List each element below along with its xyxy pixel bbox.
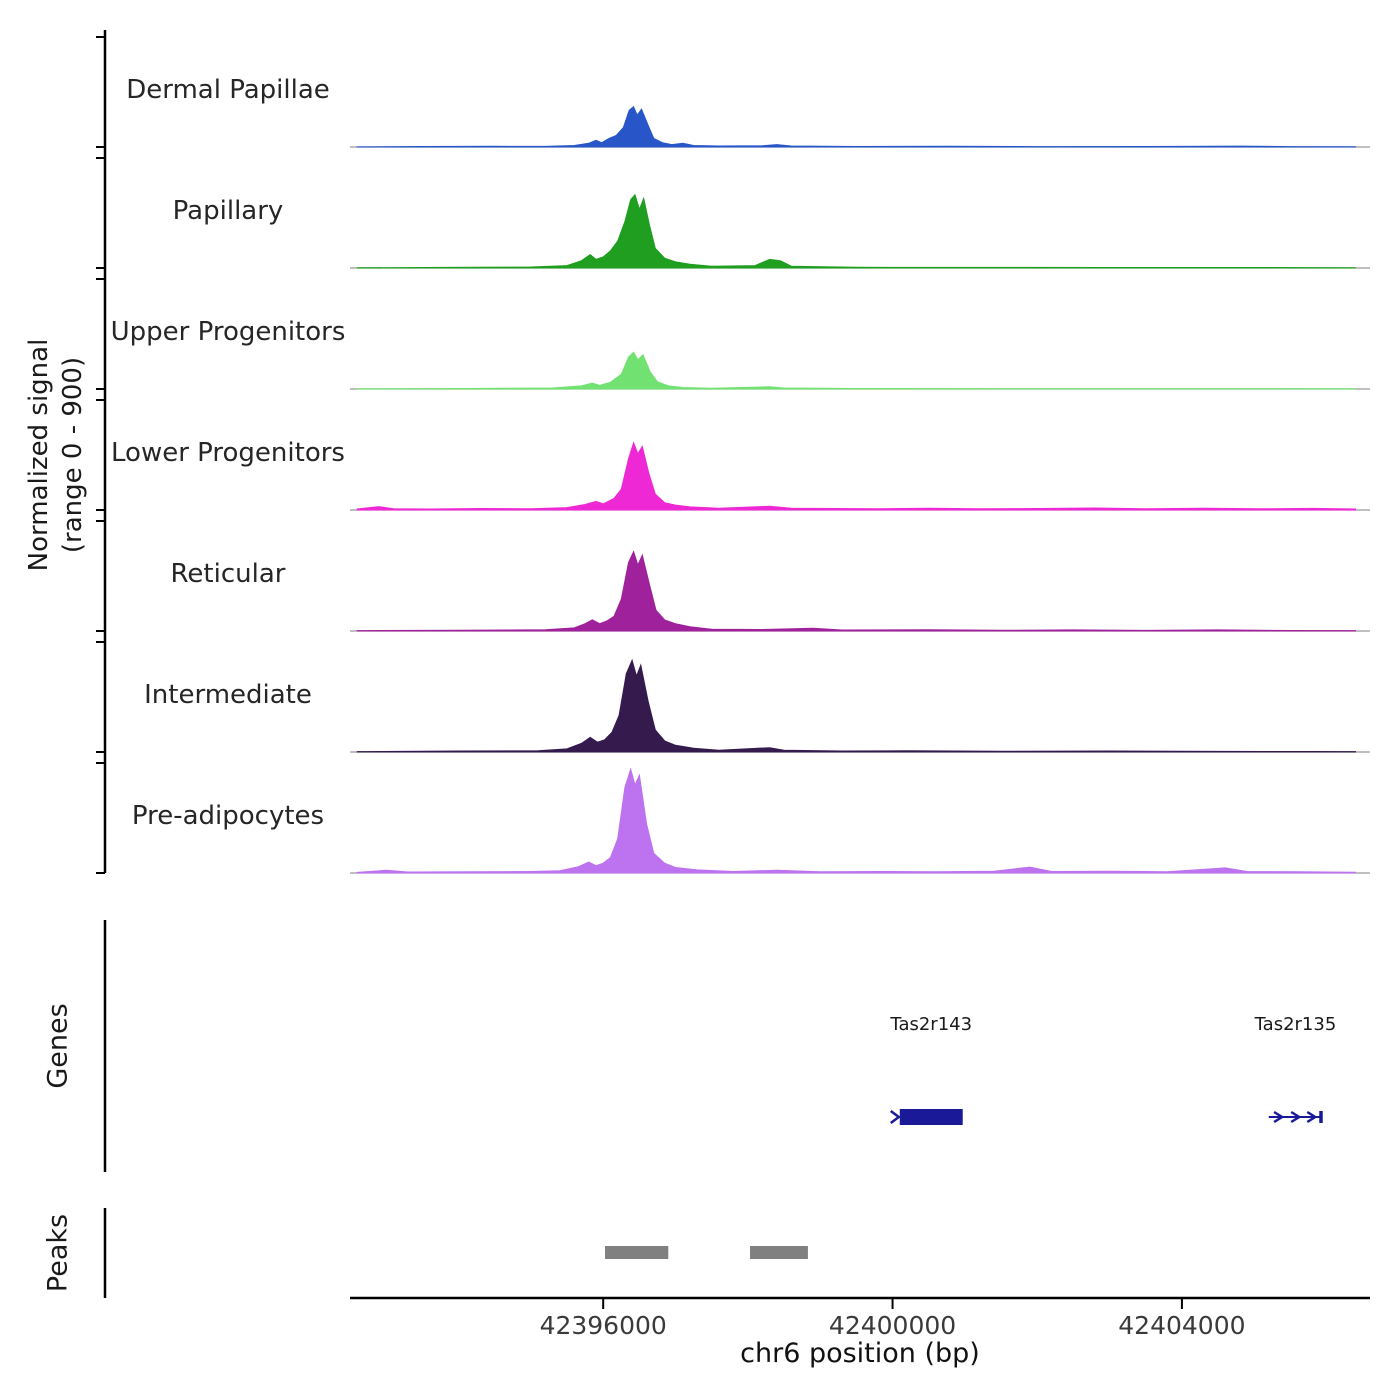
signal-area-intermediate <box>356 658 1356 753</box>
signal-area-papillary <box>356 193 1356 269</box>
signal-area-upper-progenitors <box>356 351 1356 390</box>
peak-box-2 <box>750 1246 808 1259</box>
track-label-dermal-papillae: Dermal Papillae <box>126 75 330 105</box>
x-tick-label: 42396000 <box>540 1311 667 1340</box>
gene-label-tas2r143: Tas2r143 <box>889 1014 972 1035</box>
x-tick-label: 42400000 <box>829 1311 956 1340</box>
gene-label-tas2r135: Tas2r135 <box>1254 1014 1337 1035</box>
gene-strand-arrow-tas2r143 <box>890 1110 901 1124</box>
y-axis-title-line2: (range 0 - 900) <box>58 356 88 554</box>
genes-section-label: Genes <box>42 1003 74 1089</box>
track-label-intermediate: Intermediate <box>144 680 312 710</box>
track-label-papillary: Papillary <box>173 196 284 226</box>
signal-area-dermal-papillae <box>356 105 1356 148</box>
signal-area-reticular <box>356 550 1356 632</box>
peak-box-1 <box>605 1246 669 1259</box>
signal-area-pre-adipocytes <box>356 767 1356 874</box>
track-label-lower-progenitors: Lower Progenitors <box>111 438 345 468</box>
track-label-upper-progenitors: Upper Progenitors <box>111 317 346 347</box>
x-axis-title: chr6 position (bp) <box>740 1338 980 1369</box>
gene-strand-arrow-tas2r135 <box>1273 1110 1285 1124</box>
signal-area-lower-progenitors <box>356 441 1356 511</box>
gene-strand-arrow-tas2r135 <box>1306 1110 1318 1124</box>
track-label-pre-adipocytes: Pre-adipocytes <box>132 801 324 831</box>
gene-body-tas2r143 <box>899 1109 963 1125</box>
gene-strand-arrow-tas2r135 <box>1290 1110 1302 1124</box>
x-tick-label: 42404000 <box>1118 1311 1245 1340</box>
y-axis-title-line1: Normalized signal <box>24 338 55 572</box>
peaks-section-label: Peaks <box>42 1213 74 1293</box>
y-axis-title: Normalized signal (range 0 - 900) <box>23 339 91 572</box>
gene-end-mark-tas2r135 <box>1319 1111 1323 1123</box>
track-label-reticular: Reticular <box>171 559 286 589</box>
